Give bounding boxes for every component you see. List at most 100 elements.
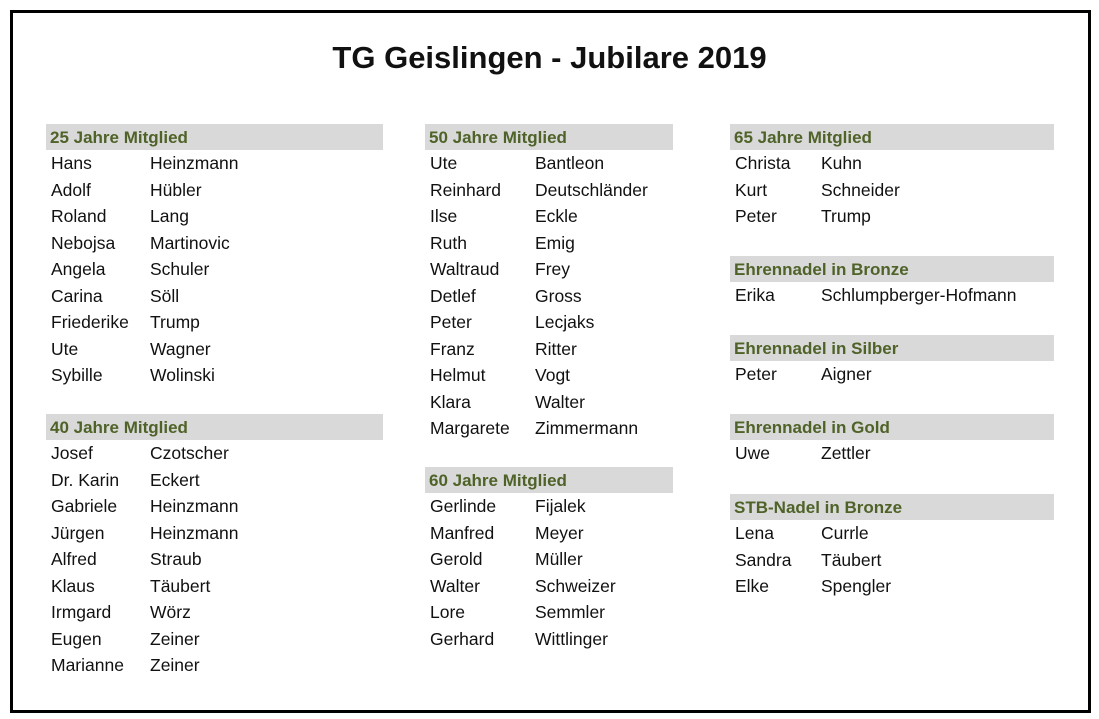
section-heading: Ehrennadel in Silber	[730, 335, 1054, 361]
last-name: Hübler	[150, 179, 202, 200]
member-row: Hans Heinzmann	[46, 150, 383, 177]
last-name: Täubert	[150, 575, 211, 596]
first-name: Klaus	[51, 575, 95, 596]
member-row: Lore Semmler	[425, 599, 673, 626]
last-name: Trump	[821, 206, 871, 226]
member-row: Uwe Zettler	[730, 440, 1054, 467]
member-row: Roland Lang	[46, 203, 383, 230]
section-heading: 50 Jahre Mitglied	[425, 124, 673, 150]
first-name: Waltraud	[430, 259, 500, 279]
first-name: Sybille	[51, 365, 103, 385]
first-name: Ruth	[430, 232, 467, 253]
section-ehrennadel-in-silber: Ehrennadel in Silber Peter Aigner	[730, 335, 1054, 388]
member-row: Adolf Hübler	[46, 177, 383, 204]
first-name: Alfred	[51, 549, 97, 569]
last-name: Trump	[150, 312, 200, 332]
first-name: Nebojsa	[51, 232, 116, 253]
last-name: Vogt	[535, 365, 571, 385]
first-name: Gerhard	[430, 628, 495, 649]
last-name: Zeiner	[150, 628, 200, 649]
member-row: Eugen Zeiner	[46, 626, 383, 653]
first-name: Detlef	[430, 285, 476, 306]
first-name: Walter	[430, 575, 480, 596]
last-name: Ritter	[535, 338, 577, 359]
member-row: Margarete Zimmermann	[425, 415, 673, 442]
member-row: Ute Bantleon	[425, 150, 673, 177]
last-name: Heinzmann	[150, 496, 239, 516]
section-heading: 60 Jahre Mitglied	[425, 467, 673, 493]
member-row: Franz Ritter	[425, 336, 673, 363]
last-name: Heinzmann	[150, 522, 239, 543]
section-ehrennadel-in-gold: Ehrennadel in Gold Uwe Zettler	[730, 414, 1054, 467]
member-row: Josef Czotscher	[46, 440, 383, 467]
first-name: Jürgen	[51, 522, 105, 543]
member-row: Erika Schlumpberger-Hofmann	[730, 282, 1054, 309]
member-row: Ruth Emig	[425, 230, 673, 257]
last-name: Aigner	[821, 364, 872, 384]
section-65-jahre-mitglied: 65 Jahre Mitglied Christa Kuhn Kurt Schneide…	[730, 124, 1054, 230]
last-name: Martinovic	[150, 232, 230, 253]
first-name: Christa	[735, 153, 791, 173]
member-row: Gabriele Heinzmann	[46, 493, 383, 520]
first-name: Franz	[430, 338, 475, 359]
last-name: Zeiner	[150, 655, 200, 675]
first-name: Lena	[735, 523, 774, 543]
section-heading: Ehrennadel in Gold	[730, 414, 1054, 440]
first-name: Erika	[735, 285, 775, 305]
last-name: Spengler	[821, 576, 892, 596]
page-title: TG Geislingen - Jubilare 2019	[332, 40, 767, 75]
first-name: Elke	[735, 576, 770, 596]
first-name: Ute	[51, 338, 79, 359]
first-name: Adolf	[51, 179, 91, 200]
last-name: Gross	[535, 285, 582, 306]
first-name: Gerlinde	[430, 496, 497, 516]
member-row: Peter Lecjaks	[425, 309, 673, 336]
first-name: Marianne	[51, 655, 124, 675]
first-name: Hans	[51, 153, 92, 173]
page-border	[10, 10, 1091, 713]
last-name: Schlumpberger-Hofmann	[821, 285, 1017, 305]
first-name: Josef	[51, 443, 93, 463]
section-heading: 25 Jahre Mitglied	[46, 124, 383, 150]
member-row: Peter Trump	[730, 203, 1054, 230]
member-row: Waltraud Frey	[425, 256, 673, 283]
section-25-jahre-mitglied: 25 Jahre Mitglied Hans Heinzmann Adolf Hüble…	[46, 124, 383, 389]
first-name: Friederike	[51, 312, 129, 332]
member-row: Sybille Wolinski	[46, 362, 383, 389]
member-row: Walter Schweizer	[425, 573, 673, 600]
last-name: Schuler	[150, 259, 210, 279]
last-name: Lecjaks	[535, 312, 595, 332]
member-row: Alfred Straub	[46, 546, 383, 573]
first-name: Gerold	[430, 549, 483, 569]
first-name: Carina	[51, 285, 103, 306]
last-name: Zettler	[821, 443, 871, 463]
first-name: Peter	[430, 312, 472, 332]
last-name: Zimmermann	[535, 418, 639, 438]
member-row: Helmut Vogt	[425, 362, 673, 389]
first-name: Klara	[430, 391, 471, 412]
last-name: Straub	[150, 549, 202, 569]
first-name: Angela	[51, 259, 106, 279]
member-row: Klaus Täubert	[46, 573, 383, 600]
last-name: Wörz	[150, 602, 191, 622]
member-row: Marianne Zeiner	[46, 652, 383, 679]
last-name: Wolinski	[150, 365, 215, 385]
first-name: Peter	[735, 206, 777, 226]
member-row: Sandra Täubert	[730, 547, 1054, 574]
last-name: Fijalek	[535, 496, 586, 516]
last-name: Currle	[821, 523, 869, 543]
section-heading: STB-Nadel in Bronze	[730, 494, 1054, 520]
last-name: Emig	[535, 232, 575, 253]
last-name: Czotscher	[150, 443, 229, 463]
first-name: Uwe	[735, 443, 771, 463]
last-name: Eckle	[535, 206, 578, 226]
first-name: Helmut	[430, 365, 486, 385]
section-heading: 65 Jahre Mitglied	[730, 124, 1054, 150]
member-row: Kurt Schneider	[730, 177, 1054, 204]
section-heading: 40 Jahre Mitglied	[46, 414, 383, 440]
section-heading: Ehrennadel in Bronze	[730, 256, 1054, 282]
section-stb-nadel-in-bronze: STB-Nadel in Bronze Lena Currle Sandra Täube…	[730, 494, 1054, 600]
last-name: Wittlinger	[535, 628, 608, 649]
first-name: Ilse	[430, 206, 458, 226]
last-name: Eckert	[150, 469, 200, 490]
